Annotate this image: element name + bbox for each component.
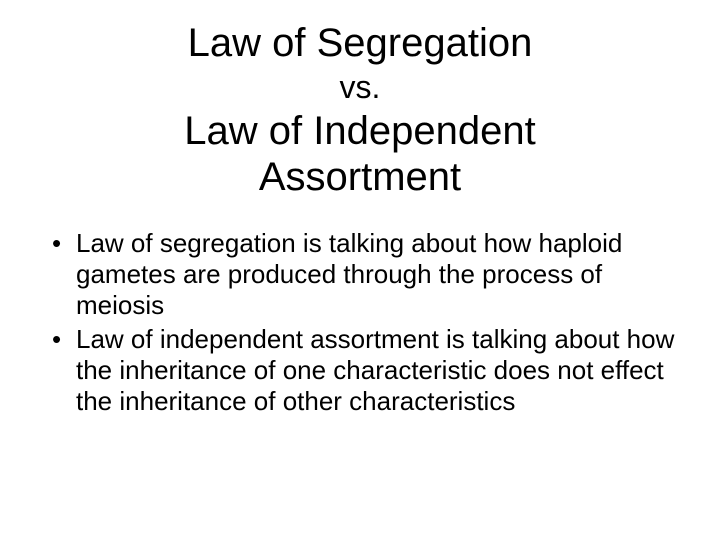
- slide-title-block: Law of Segregation vs. Law of Independen…: [40, 20, 680, 200]
- title-line-3: Assortment: [40, 154, 680, 200]
- bullet-list: Law of segregation is talking about how …: [40, 228, 680, 416]
- title-line-2: Law of Independent: [40, 108, 680, 154]
- bullet-item: Law of independent assortment is talking…: [48, 324, 680, 416]
- bullet-item: Law of segregation is talking about how …: [48, 228, 680, 320]
- title-line-1: Law of Segregation: [40, 20, 680, 66]
- title-vs: vs.: [40, 68, 680, 106]
